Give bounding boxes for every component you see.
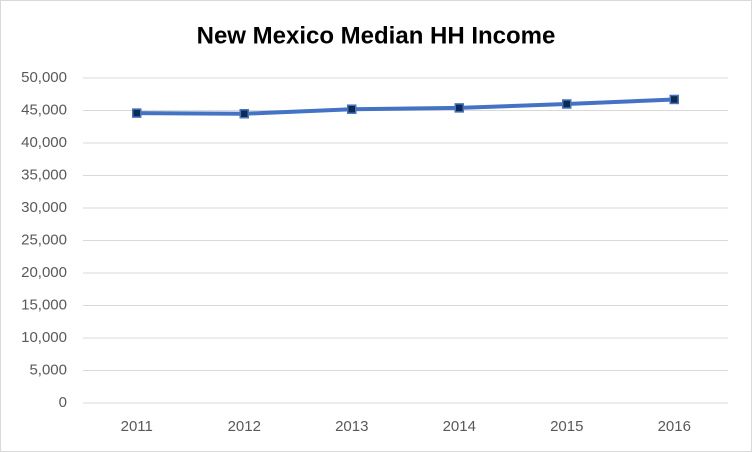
data-marker [669,94,679,105]
y-tick-label: 50,000 [21,69,67,86]
y-tick-label: 15,000 [21,296,67,313]
data-marker [347,104,357,114]
y-tick-label: 20,000 [21,264,67,281]
y-tick-label: 10,000 [21,329,67,346]
y-tick-label: 40,000 [21,134,67,151]
y-tick-label: 35,000 [21,166,67,183]
y-tick-label: 25,000 [21,231,67,248]
y-tick-label: 5,000 [29,361,67,378]
chart-title: New Mexico Median HH Income [197,22,556,49]
data-marker [239,109,249,119]
data-marker [562,99,572,109]
data-line [136,97,675,116]
x-tick-label: 2012 [228,418,261,435]
y-tick-label: 45,000 [21,101,67,118]
x-tick-label: 2013 [335,418,368,435]
y-tick-label: 0 [59,394,67,411]
x-tick-label: 2015 [550,418,583,435]
x-tick-label: 2014 [443,418,476,435]
x-tick-label: 2016 [658,418,691,435]
x-tick-label: 2011 [121,418,153,435]
data-marker [454,103,464,113]
y-tick-label: 30,000 [21,199,67,216]
data-marker [132,108,142,118]
